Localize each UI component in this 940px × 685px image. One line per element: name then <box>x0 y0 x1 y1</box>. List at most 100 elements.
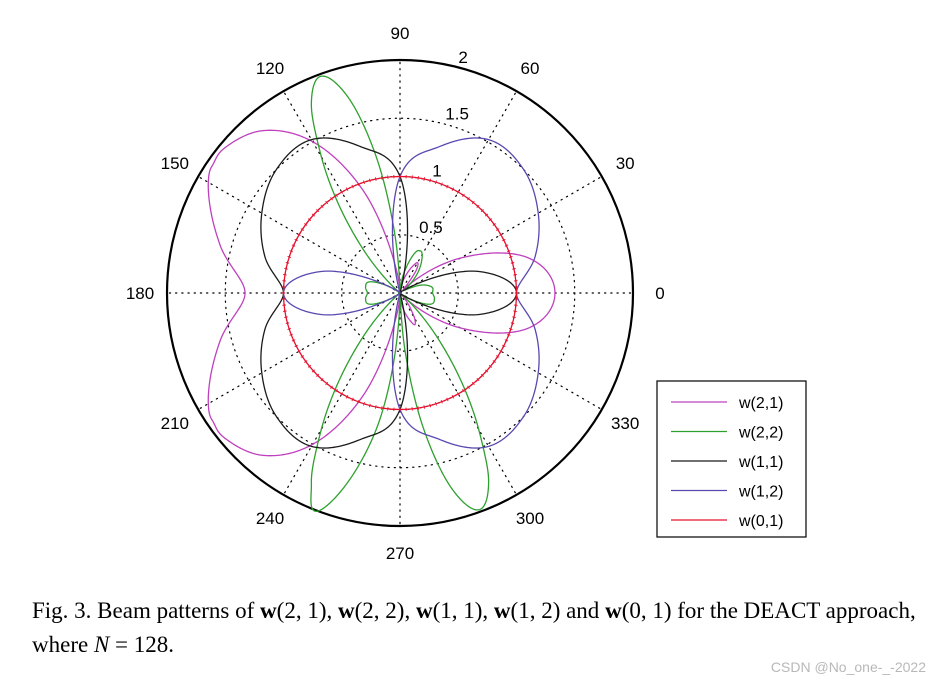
series-4-marker <box>381 176 383 180</box>
series-4-marker <box>297 349 301 353</box>
series-4-marker <box>510 261 515 264</box>
angle-label-270: 270 <box>386 544 414 563</box>
caption-w2-args: (2, 2), <box>354 598 416 623</box>
series-4-marker <box>499 349 503 353</box>
series-4-marker <box>446 397 449 402</box>
series-4-marker <box>451 395 455 399</box>
radius-label-2: 2 <box>458 48 467 67</box>
legend-label-4: w(0,1) <box>738 513 783 530</box>
series-4-marker <box>510 322 515 325</box>
polar-chart: 03060901201501802102402703003300.511.52 … <box>126 24 807 563</box>
series-4-marker <box>285 322 290 325</box>
series-4-marker <box>330 197 333 201</box>
series-4-marker <box>311 213 316 217</box>
series-4-marker <box>283 310 287 312</box>
series-4-marker <box>340 190 344 194</box>
series-4-marker <box>320 204 324 209</box>
spoke-330 <box>399 292 603 411</box>
legend-box <box>656 380 807 538</box>
series-4-marker <box>480 373 484 377</box>
series-4-marker <box>462 193 465 198</box>
series-4-marker <box>499 233 503 237</box>
series-4-marker <box>502 344 506 348</box>
series-4-marker <box>456 190 460 194</box>
series-4-marker <box>508 328 513 330</box>
series-4-marker <box>492 360 496 363</box>
series-4-marker <box>374 405 377 409</box>
caption-w5-vector: w <box>605 598 622 623</box>
series-4-marker <box>287 256 292 258</box>
series-4-marker <box>488 218 493 222</box>
series-4-marker <box>480 209 484 213</box>
series-4-marker <box>495 355 500 358</box>
series-4-marker <box>512 316 516 319</box>
angle-label-60: 60 <box>521 59 540 78</box>
legend-label-0: w(2,1) <box>738 395 783 412</box>
caption-prefix: Fig. 3. Beam patterns of <box>32 598 261 623</box>
caption-w1-vector: w <box>260 598 277 623</box>
series-4-marker <box>300 355 305 358</box>
series-4-marker <box>435 401 437 406</box>
spoke-30 <box>399 175 603 294</box>
series-4-marker <box>484 213 489 217</box>
series-4-marker <box>304 360 308 363</box>
series-4-marker <box>289 250 294 253</box>
series-4-marker <box>446 184 449 189</box>
caption-w3-vector: w <box>415 598 433 623</box>
caption-w4-args: (1, 2) and <box>510 598 606 623</box>
legend: w(2,1) w(2,2) w(1,1) w(1,2) w(0,1) <box>656 380 807 538</box>
series-4-marker <box>381 406 383 410</box>
series-4-marker <box>492 223 496 226</box>
series-4-marker <box>508 256 513 258</box>
spoke-120 <box>282 90 401 294</box>
caption-w5-args: (0, 1) for the DEACT approach, where <box>32 598 916 657</box>
angle-label-0: 0 <box>655 284 664 303</box>
series-4-marker <box>320 377 324 382</box>
series-4-marker <box>435 180 437 185</box>
series-4-marker <box>429 178 432 183</box>
series-4-marker <box>512 267 516 270</box>
series-layer <box>207 75 556 512</box>
series-4-marker <box>325 200 329 205</box>
series-4-marker <box>504 339 509 342</box>
series-4-marker <box>335 193 338 198</box>
series-4-marker <box>513 310 517 312</box>
legend-label-1: w(2,2) <box>738 425 783 442</box>
spoke-210 <box>197 292 401 411</box>
spoke-150 <box>197 175 401 294</box>
series-4-marker <box>316 373 320 377</box>
series-4-marker <box>287 328 292 330</box>
angle-label-240: 240 <box>256 509 284 528</box>
series-4-marker <box>345 395 349 399</box>
series-4-marker <box>291 244 296 247</box>
spoke-300 <box>399 292 518 496</box>
series-4-marker <box>283 274 287 276</box>
series-4-marker <box>316 209 320 213</box>
series-4-marker <box>429 403 432 408</box>
series-4-marker <box>476 204 480 209</box>
series-4-marker <box>495 228 500 231</box>
series-4-marker <box>502 238 506 242</box>
series-4-marker <box>506 250 511 253</box>
series-4-marker <box>467 197 470 201</box>
series-4-marker <box>476 377 480 382</box>
caption-suffix: = 128. <box>109 632 175 657</box>
series-4-marker <box>330 385 333 389</box>
series-4-marker <box>374 177 377 181</box>
series-4-marker <box>304 223 308 226</box>
series-4-marker <box>297 233 301 237</box>
series-4-marker <box>285 261 290 264</box>
angle-label-120: 120 <box>256 59 284 78</box>
angle-label-30: 30 <box>616 154 635 173</box>
series-4-marker <box>451 187 455 191</box>
series-4-marker <box>471 200 475 205</box>
series-4-marker <box>462 388 465 393</box>
legend-label-2: w(1,1) <box>738 454 783 471</box>
caption-w2-vector: w <box>338 598 355 623</box>
angle-label-90: 90 <box>391 24 410 43</box>
angle-label-150: 150 <box>161 154 189 173</box>
legend-label-3: w(1,2) <box>738 484 783 501</box>
tick-labels: 0 30 60 90 120 150 180 210 240 270 300 330 0.5 1 1.5 2 <box>126 24 665 563</box>
angle-label-300: 300 <box>516 509 544 528</box>
series-4-marker <box>291 339 296 342</box>
